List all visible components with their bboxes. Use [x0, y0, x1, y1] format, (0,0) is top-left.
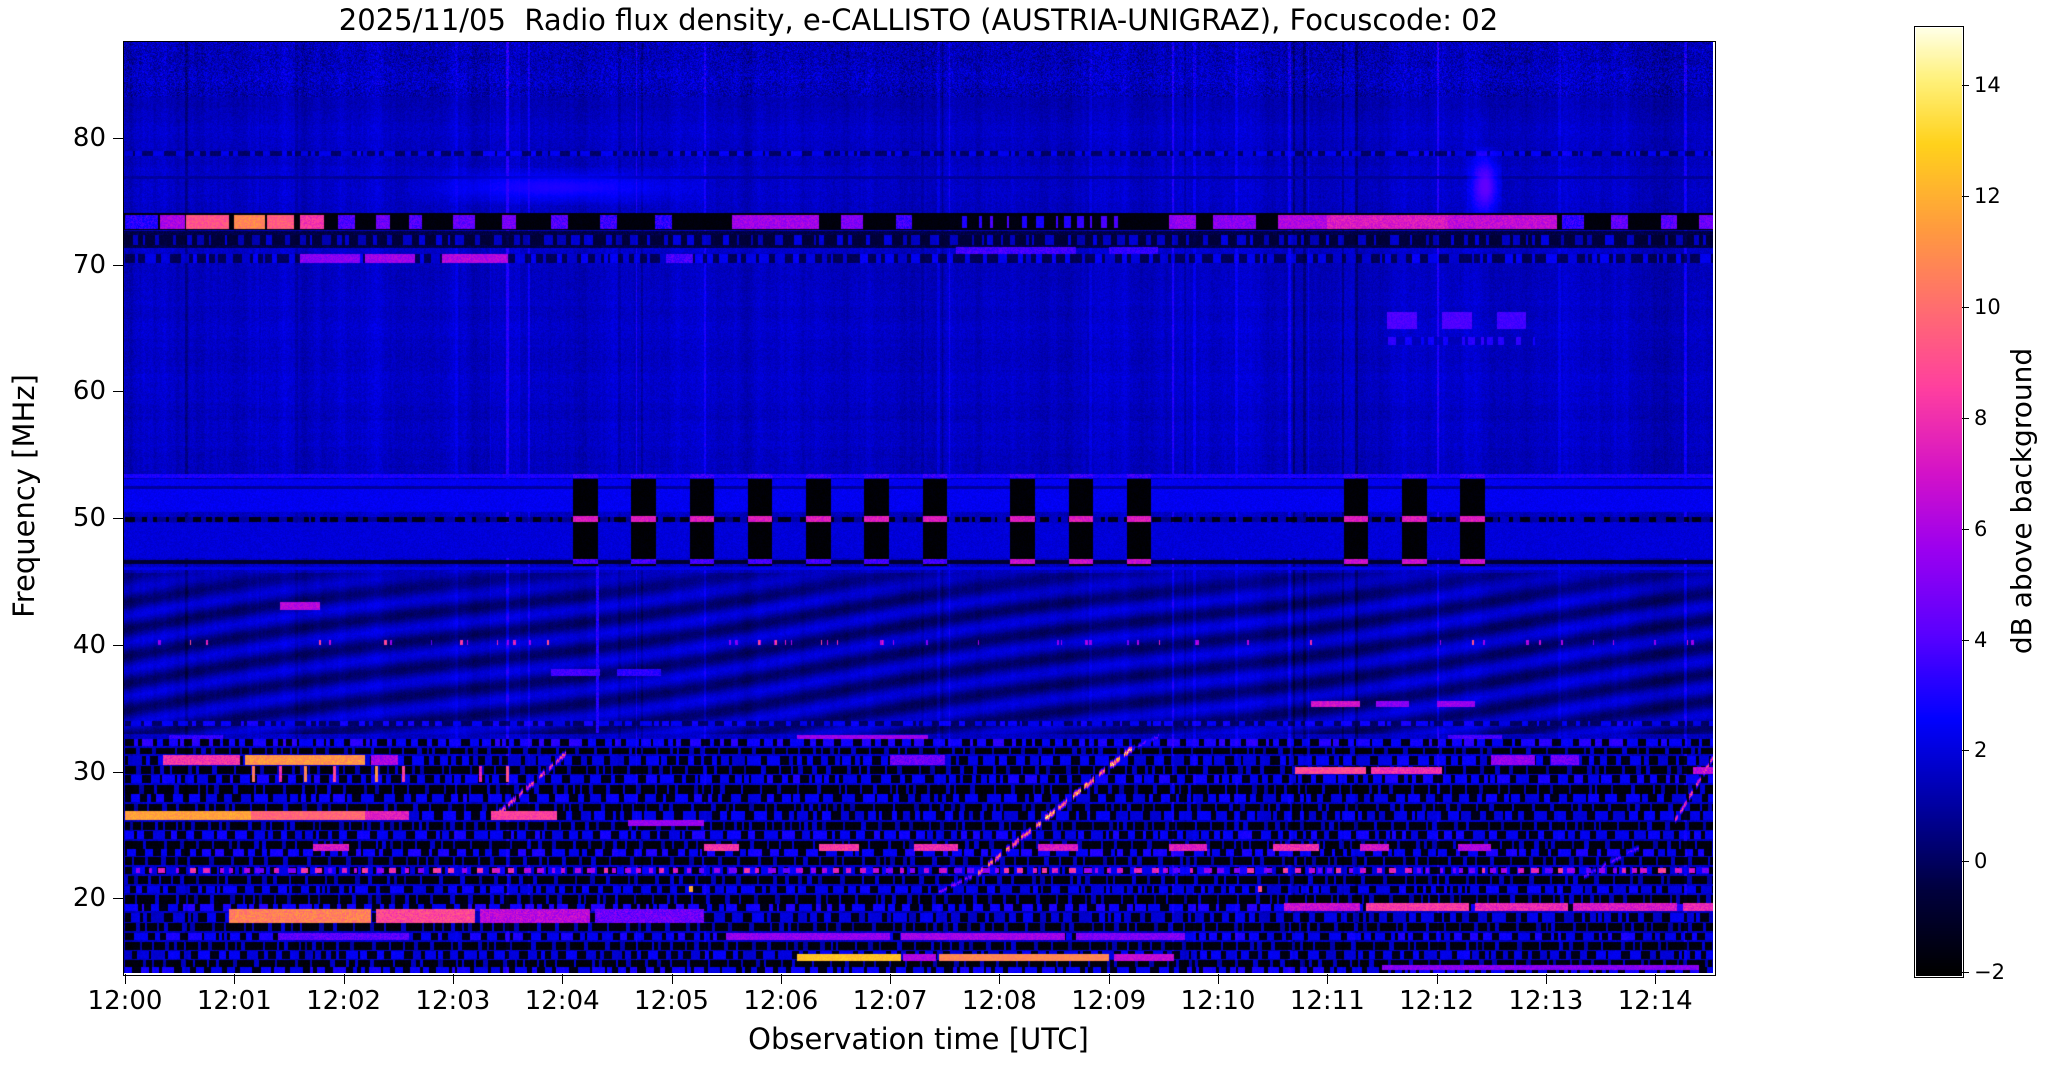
y-axis-label: Frequency [MHz] [7, 374, 41, 618]
colorbar-tick-label: 14 [1974, 73, 2001, 97]
x-tick-label: 12:09 [1071, 986, 1147, 1016]
colorbar-tick-mark [1962, 85, 1969, 86]
chart-title: 2025/11/05 Radio flux density, e-CALLIST… [338, 3, 1499, 37]
y-tick-mark [113, 771, 123, 773]
x-tick-mark [1108, 974, 1110, 984]
x-tick-mark [452, 974, 454, 984]
spectrogram-canvas [124, 42, 1713, 973]
x-tick-label: 12:08 [961, 986, 1037, 1016]
colorbar-tick-label: 10 [1974, 295, 2001, 319]
x-tick-mark [1436, 974, 1438, 984]
x-tick-label: 12:10 [1180, 986, 1256, 1016]
colorbar-tick-mark [1962, 640, 1969, 641]
colorbar-frame [1914, 26, 1964, 978]
y-tick-mark [113, 644, 123, 646]
y-tick-mark [113, 391, 123, 393]
colorbar-tick-mark [1962, 972, 1969, 973]
x-tick-mark [1545, 974, 1547, 984]
x-tick-label: 12:03 [415, 986, 491, 1016]
colorbar-tick-label: 6 [1974, 517, 1988, 541]
y-tick-mark [113, 264, 123, 266]
colorbar-tick-label: 4 [1974, 628, 1988, 652]
x-tick-mark [999, 974, 1001, 984]
x-tick-mark [1218, 974, 1219, 984]
y-tick-mark [113, 138, 123, 139]
colorbar-tick-mark [1962, 196, 1969, 197]
x-tick-mark [125, 974, 126, 984]
colorbar-tick-mark [1962, 861, 1969, 862]
x-tick-mark [890, 974, 892, 984]
y-tick-label: 40 [72, 629, 106, 660]
x-tick-mark [780, 974, 782, 984]
x-tick-mark [671, 974, 673, 984]
x-tick-mark [1327, 974, 1329, 984]
y-tick-label: 50 [72, 503, 106, 534]
y-tick-label: 70 [72, 249, 106, 280]
y-tick-mark [113, 518, 123, 520]
x-tick-label: 12:01 [196, 986, 272, 1016]
x-axis-label: Observation time [UTC] [748, 1022, 1089, 1056]
colorbar-tick-label: 12 [1974, 184, 2001, 208]
y-tick-label: 80 [72, 123, 106, 153]
x-tick-mark [234, 974, 236, 984]
x-tick-mark [343, 974, 345, 984]
x-tick-label: 12:12 [1399, 986, 1475, 1016]
x-tick-label: 12:06 [743, 986, 819, 1016]
colorbar-canvas [1916, 28, 1962, 976]
y-tick-label: 30 [72, 756, 106, 787]
y-tick-label: 20 [72, 883, 106, 914]
colorbar-tick-mark [1962, 307, 1969, 308]
colorbar-tick-label: −2 [1974, 960, 2005, 984]
x-tick-label: 12:14 [1617, 986, 1693, 1016]
x-tick-label: 12:00 [87, 986, 163, 1016]
x-tick-mark [1655, 974, 1657, 984]
x-tick-label: 12:02 [306, 986, 382, 1016]
spectrogram-frame [123, 41, 1716, 976]
x-tick-label: 12:05 [634, 986, 709, 1016]
x-tick-label: 12:11 [1289, 986, 1365, 1016]
y-tick-mark [113, 898, 123, 900]
colorbar-tick-label: 0 [1974, 849, 1988, 873]
x-tick-label: 12:13 [1508, 986, 1584, 1016]
x-tick-label: 12:04 [524, 986, 600, 1016]
colorbar-tick-label: 2 [1974, 738, 1988, 762]
x-tick-label: 12:07 [852, 986, 928, 1016]
colorbar-tick-mark [1962, 529, 1969, 530]
colorbar-tick-label: 8 [1974, 406, 1988, 430]
y-tick-label: 60 [72, 376, 106, 407]
x-tick-mark [562, 974, 564, 984]
colorbar-tick-mark [1962, 750, 1969, 751]
colorbar-tick-mark [1962, 418, 1969, 419]
